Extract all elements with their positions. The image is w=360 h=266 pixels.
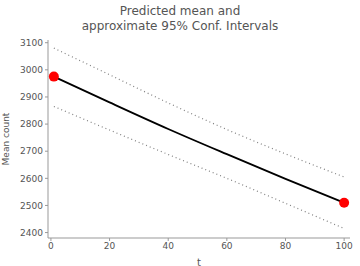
svg-text:40: 40 xyxy=(162,241,174,251)
svg-text:t: t xyxy=(197,257,201,266)
svg-text:2600: 2600 xyxy=(20,174,43,184)
svg-text:60: 60 xyxy=(221,241,233,251)
svg-text:3100: 3100 xyxy=(20,38,43,48)
svg-text:0: 0 xyxy=(48,241,54,251)
svg-text:80: 80 xyxy=(280,241,292,251)
svg-text:Mean count: Mean count xyxy=(8,112,11,165)
svg-text:100: 100 xyxy=(336,241,352,251)
svg-text:3000: 3000 xyxy=(20,65,43,75)
svg-text:2800: 2800 xyxy=(20,119,43,129)
html-text:approximate 95% Conf. Interval: approximate 95% Conf. Intervals xyxy=(81,19,279,33)
html-text:Predicted mean and: Predicted mean and xyxy=(119,4,241,18)
svg-text:2900: 2900 xyxy=(20,92,43,102)
svg-text:2500: 2500 xyxy=(20,201,43,211)
svg-text:2400: 2400 xyxy=(20,228,43,238)
svg-text:20: 20 xyxy=(104,241,116,251)
svg-text:2700: 2700 xyxy=(20,146,43,156)
